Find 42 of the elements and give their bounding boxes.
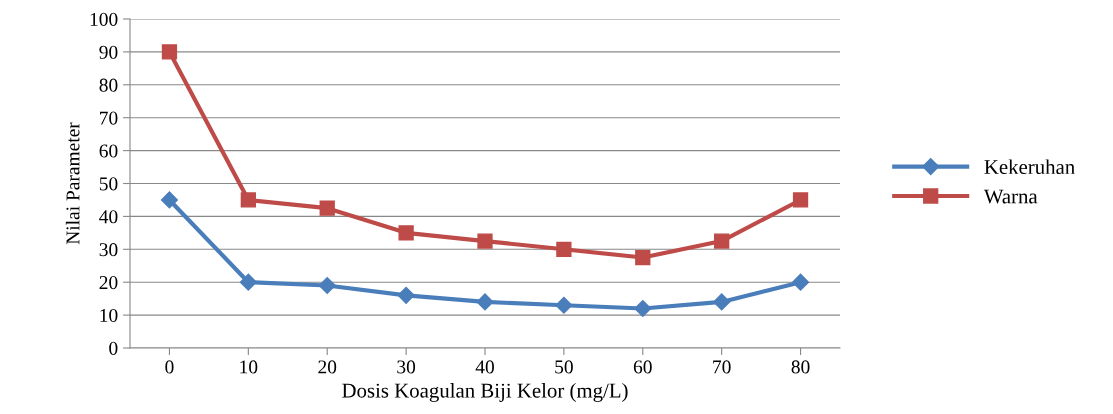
y-tick-label: 80 — [99, 78, 118, 92]
point — [160, 191, 178, 209]
point — [476, 293, 494, 311]
point — [556, 241, 572, 257]
y-tick-label: 60 — [99, 144, 118, 158]
point — [713, 293, 731, 311]
point — [161, 44, 178, 60]
x-tick-label: 40 — [475, 360, 494, 374]
x-tick-label: 80 — [791, 360, 810, 374]
y-tick-label: 40 — [99, 210, 118, 224]
point — [555, 296, 573, 314]
y-tick-label: 90 — [99, 45, 118, 59]
y-tick-label: 70 — [100, 111, 118, 125]
point — [239, 273, 257, 291]
x-tick-label: 0 — [165, 360, 174, 374]
point — [397, 286, 415, 304]
point — [792, 273, 810, 291]
y-tick-label: 0 — [109, 341, 118, 355]
point — [792, 192, 809, 208]
y-tick-label: 20 — [99, 276, 118, 290]
point — [635, 249, 651, 266]
point — [240, 192, 256, 208]
x-tick-label: 60 — [633, 360, 652, 374]
x-axis-title: Dosis Koagulan Biji Kelor (mg/L) — [342, 382, 628, 402]
y-tick-label: 10 — [100, 308, 118, 323]
y-tick-label: 50 — [99, 177, 118, 191]
x-tick-label: 10 — [240, 360, 258, 374]
y-tick-label: 100 — [90, 12, 118, 26]
y-tick-label: 30 — [99, 243, 118, 257]
x-tick-label: 20 — [318, 360, 337, 374]
legend-label: Kekeruhan — [984, 159, 1075, 175]
point — [398, 225, 414, 241]
point — [634, 299, 652, 318]
point — [714, 233, 730, 249]
legend-label: Warna — [983, 189, 1038, 204]
x-tick-label: 50 — [555, 360, 573, 374]
y-axis-title: Nilai Parameter — [65, 122, 80, 245]
x-tick-label: 30 — [397, 360, 416, 374]
point — [318, 276, 336, 295]
point — [319, 200, 335, 216]
x-tick-label: 70 — [713, 360, 731, 374]
point — [477, 233, 493, 249]
